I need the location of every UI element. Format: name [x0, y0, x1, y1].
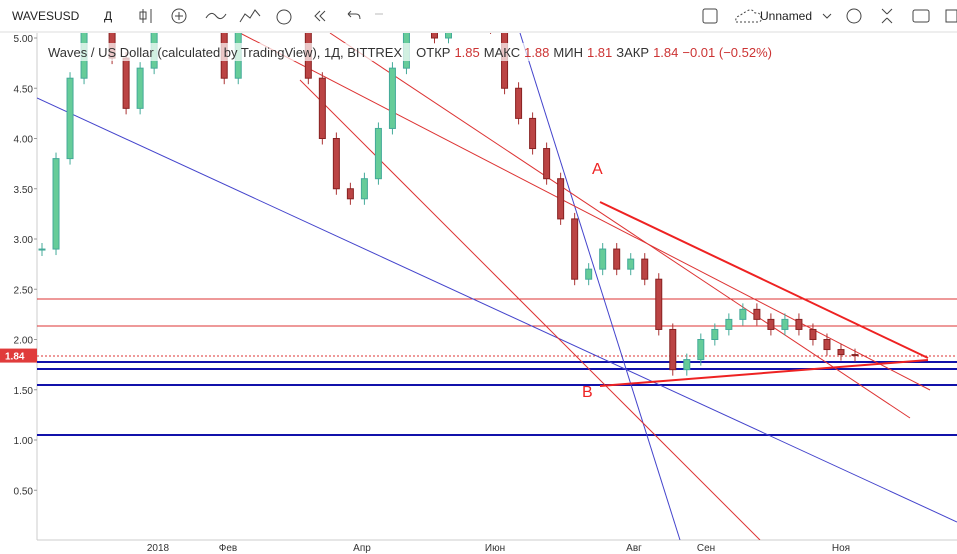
candle — [529, 117, 537, 150]
candle — [823, 339, 831, 351]
candle — [585, 268, 593, 280]
candle — [374, 127, 382, 180]
price-label-bg — [0, 348, 37, 363]
candle — [122, 57, 130, 109]
x-tick-label: 2018 — [147, 543, 170, 554]
y-tick-label: 0.50 — [14, 486, 34, 497]
y-tick-label: 1.00 — [14, 436, 34, 447]
y-tick-label: 3.50 — [14, 185, 34, 196]
candle — [851, 354, 859, 357]
candle — [809, 328, 817, 341]
candle — [599, 248, 607, 270]
candle — [571, 218, 579, 280]
candle — [725, 318, 733, 330]
candle — [683, 359, 691, 371]
x-tick-label: Фев — [219, 543, 237, 554]
candle — [346, 188, 354, 200]
candle — [781, 318, 789, 330]
candle — [739, 308, 747, 320]
candle — [753, 308, 761, 320]
legend-open: 1.85 — [454, 45, 479, 60]
toolbar — [0, 0, 957, 32]
annotation: A — [592, 161, 603, 178]
candle — [557, 178, 565, 220]
y-tick-label: 4.00 — [14, 135, 34, 146]
legend-bg — [44, 43, 914, 61]
candle — [332, 138, 340, 190]
drawings — [37, 33, 957, 540]
candle — [627, 258, 635, 270]
candle — [837, 349, 845, 356]
legend-low-label: МИН — [553, 45, 583, 60]
candle — [318, 77, 326, 139]
legend-close-label: ЗАКР — [616, 45, 649, 60]
candle — [697, 339, 705, 361]
y-tick-label: 2.50 — [14, 285, 34, 296]
y-tick-label: 4.50 — [14, 84, 34, 95]
candle — [66, 77, 74, 160]
candle — [430, 33, 438, 39]
candle — [388, 67, 396, 129]
y-tick-label: 3.00 — [14, 235, 34, 246]
x-tick-label: Апр — [353, 543, 371, 554]
x-tick-label: Сен — [697, 543, 715, 554]
y-tick-label: 2.00 — [14, 336, 34, 347]
legend-high-label: МАКС — [484, 45, 520, 60]
legend-low: 1.81 — [587, 45, 612, 60]
legend: Waves / US Dollar (calculated by Trading… — [48, 45, 772, 60]
x-tick-label: Ноя — [832, 543, 850, 554]
candle — [669, 328, 677, 371]
candle — [641, 258, 649, 280]
legend-change: −0.01 (−0.52%) — [682, 45, 772, 60]
candle — [515, 87, 523, 119]
y-tick-label: 1.50 — [14, 386, 34, 397]
candle — [52, 158, 60, 250]
candle — [360, 178, 368, 200]
legend-title: Waves / US Dollar (calculated by Trading… — [48, 45, 402, 60]
candle — [136, 67, 144, 109]
candle — [38, 248, 46, 251]
layout-name[interactable]: Unnamed — [760, 9, 812, 23]
x-tick-label: Июн — [485, 543, 505, 554]
candle — [543, 148, 551, 180]
candle — [613, 248, 621, 270]
legend-close: 1.84 — [653, 45, 678, 60]
candle — [445, 33, 452, 39]
price-label: 1.84 — [5, 352, 25, 363]
symbol[interactable]: WAVESUSD — [12, 9, 80, 23]
interval[interactable]: Д — [104, 9, 112, 23]
candle — [795, 318, 803, 330]
y-tick-label: 5.00 — [14, 34, 34, 45]
legend-open-label: ОТКР — [416, 45, 450, 60]
candle — [767, 318, 775, 330]
x-tick-label: Авг — [626, 543, 642, 554]
annotation: B — [582, 384, 593, 401]
candle — [655, 278, 663, 330]
toolbar-icons[interactable] — [139, 8, 957, 25]
candle — [711, 328, 719, 341]
legend-high: 1.88 — [524, 45, 549, 60]
